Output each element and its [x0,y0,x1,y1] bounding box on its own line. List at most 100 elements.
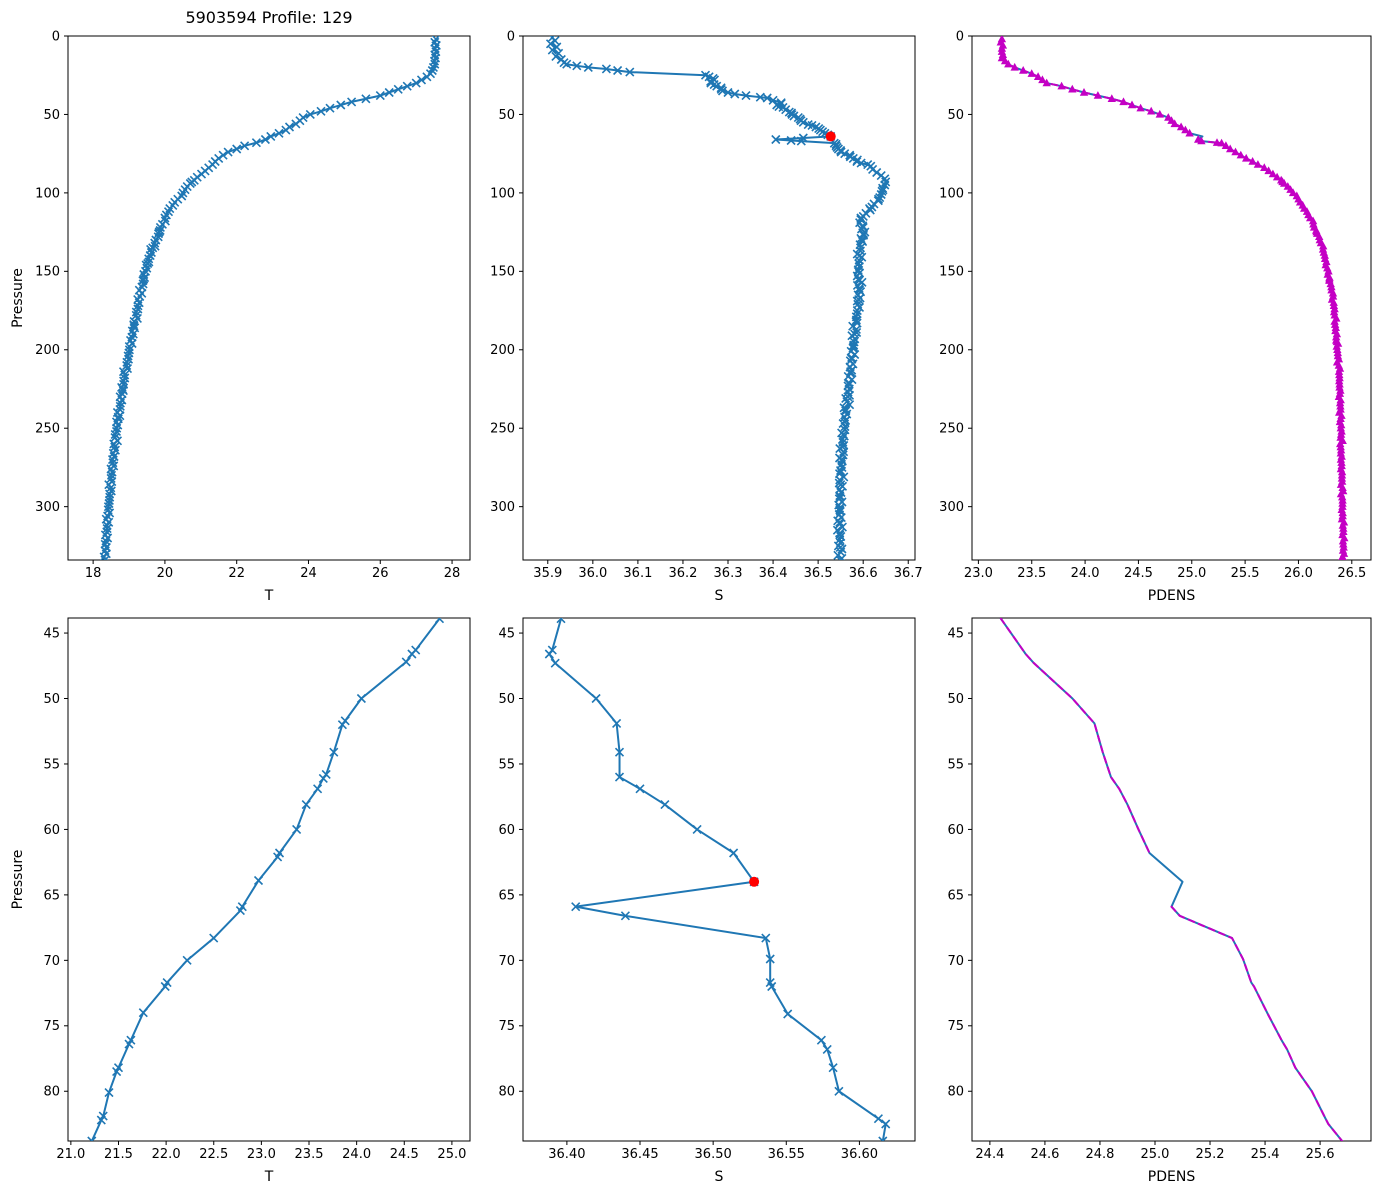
y-tick-label: 50 [43,108,60,123]
series-line-pdens [999,38,1346,560]
plot-data-area [544,618,891,1141]
x-tick-label: 21.0 [56,1147,85,1162]
series-line-s [548,618,887,1141]
x-tick-label: 25.4 [1251,1147,1280,1162]
y-tick-label: 70 [498,954,515,969]
y-tick-label: 50 [947,692,964,707]
x-axis-label: T [264,1169,274,1185]
series-line-pdens-adjusted [999,618,1344,1141]
plot-t-profile-full: 18 20 22 24 26 28 0 50 100 150 200 250 300 T Pressure [10,29,471,604]
x-axis-label: S [715,588,724,604]
y-tick-label: 200 [490,343,515,358]
axes-spines [522,35,916,561]
y-tick-label: 200 [35,343,60,358]
axes-spines [522,617,916,1142]
x-tick-label: 22.5 [199,1147,228,1162]
y-tick-label: 60 [947,823,964,838]
y-tick-label: 250 [490,422,515,437]
y-tick-label: 65 [947,888,964,903]
plot-s-profile-full: 35.9 36.0 36.1 36.2 36.3 36.4 36.5 36.6 36.7 0 50 1… [490,29,923,604]
plot-data-area [545,36,891,560]
x-axis-label: PDENS [1148,1169,1196,1185]
plot-t-profile-zoom: 21.0 21.5 22.0 22.5 23.0 23.5 24.0 24.5 25.0 45 50… [10,617,471,1185]
spike-highlight-point [825,131,836,142]
y-tick-label: 200 [939,343,964,358]
x-tick-label: 25.0 [1177,566,1206,581]
plot-pdens-profile-full: 23.0 23.5 24.0 24.5 25.0 25.5 26.0 26.5 0 50 100 15… [939,29,1372,604]
x-tick-label: 24.0 [1071,566,1100,581]
y-tick-label: 55 [43,757,60,772]
x-tick-label: 36.40 [548,1147,585,1162]
y-axis: 0 50 100 150 200 250 300 [490,29,523,515]
y-tick-label: 75 [498,1019,515,1034]
y-tick-label: 50 [43,692,60,707]
x-tick-label: 23.5 [295,1147,324,1162]
x-tick-label: 28 [444,566,461,581]
x-axis-label: T [264,588,274,604]
y-tick-label: 45 [43,626,60,641]
x-tick-label: 21.5 [104,1147,133,1162]
y-axis: 45 50 55 60 65 70 75 80 [43,626,68,1100]
y-tick-label: 300 [35,500,60,515]
y-tick-label: 55 [498,757,515,772]
y-tick-label: 55 [947,757,964,772]
x-tick-label: 36.60 [841,1147,878,1162]
x-tick-label: 36.1 [623,566,652,581]
y-axis: 0 50 100 150 200 250 300 [35,29,68,515]
series-line-t [90,618,441,1141]
x-tick-label: 24.5 [390,1147,419,1162]
y-tick-label: 250 [939,422,964,437]
y-tick-label: 60 [43,823,60,838]
y-axis-label: Pressure [10,850,26,910]
y-tick-label: 80 [947,1085,964,1100]
y-tick-label: 65 [498,888,515,903]
x-axis-label: S [715,1169,724,1185]
x-tick-label: 24 [300,566,317,581]
x-tick-label: 25.0 [1141,1147,1170,1162]
y-tick-label: 50 [498,108,515,123]
x-tick-label: 18 [85,566,102,581]
figure-title: 5903594 Profile: 129 [185,8,353,27]
x-tick-label: 36.4 [759,566,788,581]
y-tick-label: 100 [35,186,60,201]
y-tick-label: 150 [490,265,515,280]
x-tick-label: 36.3 [714,566,743,581]
y-tick-label: 300 [490,500,515,515]
axes-spines [67,617,471,1142]
y-tick-label: 75 [947,1019,964,1034]
x-tick-label: 23.5 [1017,566,1046,581]
x-tick-label: 36.5 [804,566,833,581]
y-tick-label: 250 [35,422,60,437]
y-tick-label: 0 [52,29,60,44]
x-tick-label: 25.2 [1196,1147,1225,1162]
y-tick-label: 300 [939,500,964,515]
y-tick-label: 65 [43,888,60,903]
y-tick-label: 100 [490,186,515,201]
series-markers-triangle [996,36,1349,560]
x-tick-label: 36.7 [894,566,923,581]
x-axis-label: PDENS [1148,588,1196,604]
series-markers-x [87,618,445,1141]
y-tick-label: 0 [956,29,964,44]
plot-data-area [996,36,1349,560]
x-tick-label: 23.0 [247,1147,276,1162]
x-tick-label: 24.8 [1085,1147,1114,1162]
x-tick-label: 25.5 [1231,566,1260,581]
y-tick-label: 150 [939,265,964,280]
plot-data-area [999,618,1344,1141]
x-tick-label: 20 [157,566,174,581]
x-axis: 21.0 21.5 22.0 22.5 23.0 23.5 24.0 24.5 25.0 [56,1141,466,1162]
series-line-t [103,38,438,560]
x-tick-label: 24.4 [975,1147,1004,1162]
x-tick-label: 24.6 [1030,1147,1059,1162]
x-tick-label: 26.5 [1337,566,1366,581]
x-tick-label: 36.2 [668,566,697,581]
y-tick-label: 0 [507,29,515,44]
y-axis: 45 50 55 60 65 70 75 80 [498,626,523,1100]
plot-data-area [99,36,441,560]
y-tick-label: 80 [498,1085,515,1100]
y-axis: 45 50 55 60 65 70 75 80 [947,626,972,1100]
series-line-pdens [999,618,1344,1141]
